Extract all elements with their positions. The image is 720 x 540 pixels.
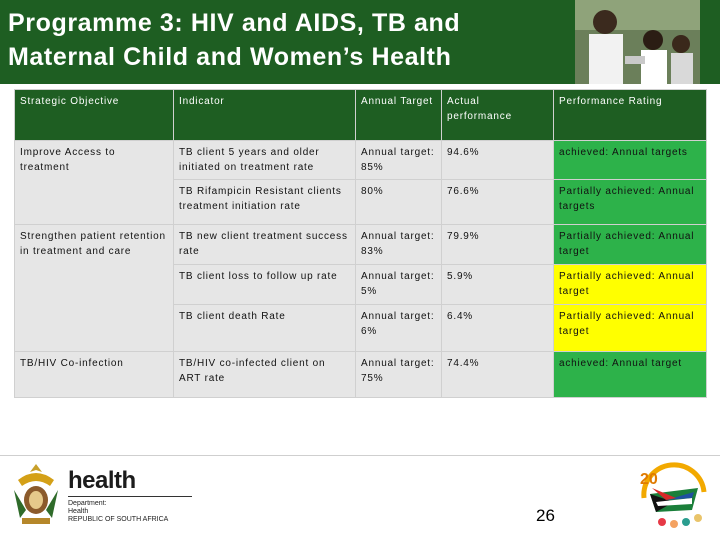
dept-label: Department: [68,500,107,507]
indicator-cell: TB new client treatment success rate [173,224,356,265]
anniversary-logo: 20 [636,458,712,539]
actual-cell: 6.4% [441,304,554,352]
table-row: TB/HIV Co-infection TB/HIV co-infected c… [14,351,707,398]
svg-text:20: 20 [640,471,658,488]
rating-cell: Partially achieved: Annual target [553,264,707,305]
logo-wordmark: health [68,467,136,494]
target-cell: Annual target: 85% [355,140,442,180]
coat-of-arms-icon [8,460,64,535]
target-cell: Annual target: 5% [355,264,442,305]
header-strategic-objective: Strategic Objective [14,89,174,141]
rating-cell: achieved: Annual target [553,351,707,398]
header-performance-rating: Performance Rating [553,89,707,141]
table-header-row: Strategic Objective Indicator Annual Tar… [14,89,707,141]
objective-cell: Strengthen patient retention in treatmen… [14,224,174,352]
actual-cell: 79.9% [441,224,554,265]
target-cell: Annual target: 75% [355,351,442,398]
rating-cell: Partially achieved: Annual target [553,224,707,265]
rating-cell: Partially achieved: Annual target [553,304,707,352]
target-cell: 80% [355,179,442,225]
actual-cell: 94.6% [441,140,554,180]
table-row: TB client loss to follow up rate Annual … [15,264,707,305]
table-row: TB Rifampicin Resistant clients treatmen… [15,179,707,225]
header-annual-target: Annual Target [355,89,442,141]
actual-cell: 5.9% [441,264,554,305]
indicator-cell: TB/HIV co-infected client on ART rate [173,351,356,398]
table-row: Improve Access to treatment TB client 5 … [14,140,707,225]
objective-cell: TB/HIV Co-infection [14,351,174,398]
indicator-cell: TB client death Rate [173,304,356,352]
target-cell: Annual target: 6% [355,304,442,352]
performance-table: Strategic Objective Indicator Annual Tar… [14,89,707,398]
indicator-cell: TB client loss to follow up rate [173,264,356,305]
indicator-cell: TB client 5 years and older initiated on… [173,140,356,180]
objective-cell: Improve Access to treatment [14,140,174,225]
slide-title: Programme 3: HIV and AIDS, TB and Matern… [8,9,461,71]
rating-cell: achieved: Annual targets [553,140,707,180]
header-actual-performance: Actual performance [441,89,554,141]
title-bar: Programme 3: HIV and AIDS, TB and Matern… [0,0,720,84]
dept-country: REPUBLIC OF SOUTH AFRICA [68,516,169,523]
header-photo [575,0,700,84]
rating-cell: Partially achieved: Annual targets [553,179,707,225]
target-cell: Annual target: 83% [355,224,442,265]
page-number: 26 [536,506,555,525]
footer-divider [0,455,720,456]
indicator-cell: TB Rifampicin Resistant clients treatmen… [173,179,356,225]
actual-cell: 76.6% [441,179,554,225]
dept-name: Health [68,508,89,515]
department-logo: health Department: Health REPUBLIC OF SO… [68,468,192,524]
header-indicator: Indicator [173,89,356,141]
table-row: Strengthen patient retention in treatmen… [14,224,707,352]
table-row: TB client death Rate Annual target: 6% 6… [15,304,707,352]
actual-cell: 74.4% [441,351,554,398]
